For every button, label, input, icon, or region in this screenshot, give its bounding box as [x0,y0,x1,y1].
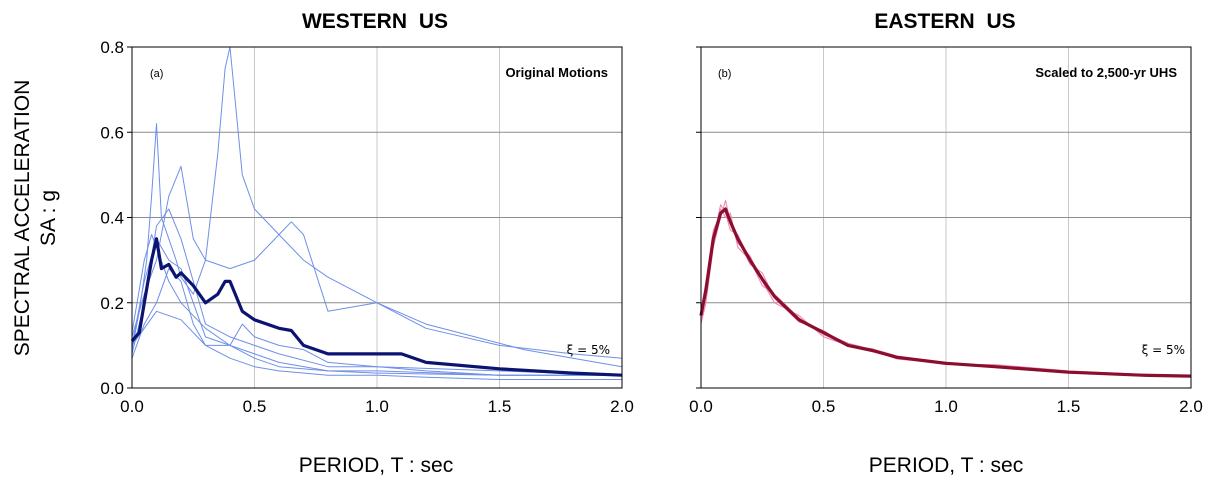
record-spectrum-line [131,310,622,380]
x-tick-label: 0.5 [812,397,836,416]
record-spectrum-line [131,165,623,368]
x-tick-labels: 0.0 0.5 1.0 1.5 2.0 [689,397,1203,416]
mean-spectrum-line [130,237,623,377]
panel-title: WESTERN US [302,10,448,33]
x-tick-label: 0.5 [243,397,267,416]
x-tick-label: 1.5 [488,397,512,416]
x-tick-label: 1.5 [1057,397,1081,416]
panel-title: EASTERN US [874,10,1015,33]
y-tick-label: 0.0 [100,379,124,398]
record-spectrum-line [131,268,623,376]
panel-western-us: WESTERN US 0.0 0.2 0.4 0.6 0.8 0.0 0.5 1.0 1.5 2… [100,10,633,477]
damping-label: ξ = 5% [1142,343,1185,357]
x-tick-label: 0.0 [120,397,144,416]
x-tick-labels: 0.0 0.5 1.0 1.5 2.0 [120,397,634,416]
y-tick-labels: 0.0 0.2 0.4 0.6 0.8 [100,38,132,398]
y-tick-label: 0.8 [100,38,124,57]
y-axis-label-line2: SA : g [37,190,60,246]
x-tick-label: 2.0 [610,397,634,416]
panel-tag: (a) [150,68,163,80]
record-spectrum-line [131,46,623,359]
panel-tag: (b) [718,68,731,80]
y-tick-label: 0.6 [100,123,124,142]
y-tick-label: 0.4 [100,209,124,228]
series-layer [130,46,623,380]
x-tick-label: 0.0 [689,397,713,416]
y-axis-label-line1: SPECTRAL ACCELERATION [11,80,34,357]
x-axis-label: PERIOD, T : sec [299,454,453,477]
x-tick-label: 2.0 [1179,397,1203,416]
annotation-note: Scaled to 2,500-yr UHS [1035,65,1177,80]
record-spectrum-line [131,208,622,376]
y-tick-marks [696,46,701,389]
y-tick-label: 0.2 [100,294,124,313]
annotation-note: Original Motions [505,65,608,80]
x-axis-label: PERIOD, T : sec [869,454,1023,477]
series-layer [699,200,1192,378]
x-tick-label: 1.0 [365,397,389,416]
damping-label: ξ = 5% [567,343,610,357]
record-spectrum-line [131,234,622,376]
mean-spectrum-line [699,207,1192,378]
panel-eastern-us: EASTERN US 0.0 0.5 1.0 1.5 2.0 (b) Scaled to… [689,10,1203,477]
x-tick-label: 1.0 [934,397,958,416]
